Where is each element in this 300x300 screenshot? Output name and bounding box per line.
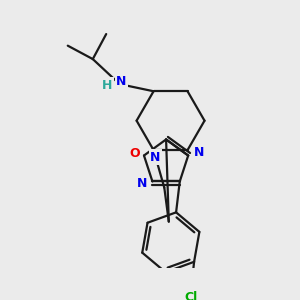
Text: Cl: Cl	[185, 291, 198, 300]
Text: H: H	[102, 79, 112, 92]
Text: N: N	[136, 177, 147, 190]
Text: N: N	[194, 146, 204, 159]
Text: O: O	[130, 147, 140, 160]
Text: N: N	[116, 75, 127, 88]
Text: N: N	[150, 151, 161, 164]
